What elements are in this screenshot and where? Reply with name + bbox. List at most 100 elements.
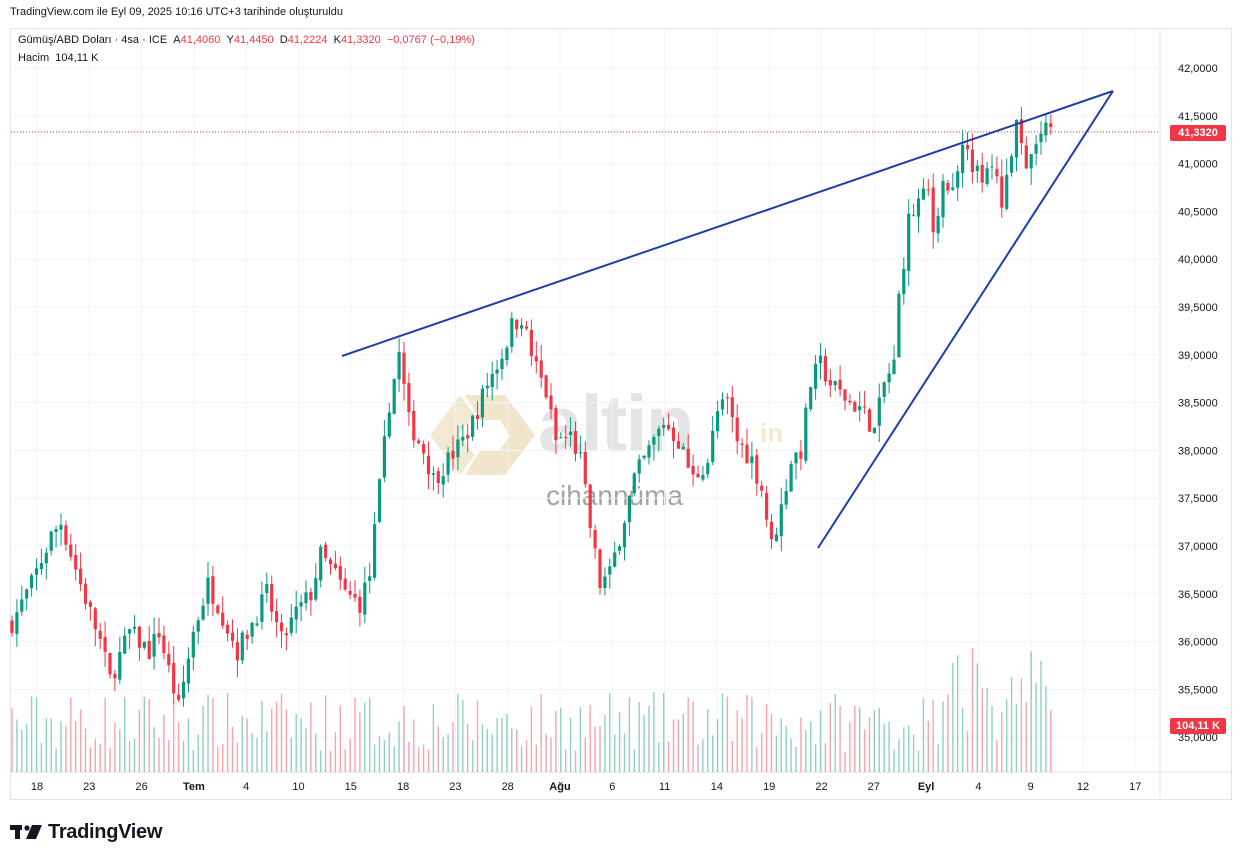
candle-body (113, 673, 117, 679)
volume-bar (442, 737, 444, 772)
candle-body (833, 380, 837, 386)
candle-body (186, 658, 190, 684)
candle-body (250, 622, 254, 637)
current-price-tag: 41,3320 (1170, 125, 1226, 141)
volume-bar (986, 687, 988, 772)
volume-bar (609, 693, 611, 772)
candle-body (343, 578, 347, 590)
volume-bar (192, 750, 194, 772)
volume-bar (187, 718, 190, 772)
candle-body (79, 568, 83, 585)
close-label: K (333, 34, 341, 46)
candle-body (838, 379, 842, 390)
chart-frame (10, 28, 1232, 800)
candle-body (177, 694, 181, 700)
candle-body (559, 437, 563, 439)
lower-trendline[interactable] (817, 90, 1114, 549)
candle-body (647, 445, 651, 458)
volume-bar (623, 733, 626, 772)
candle-body (632, 473, 636, 494)
time-tick-label: 27 (868, 781, 880, 793)
candle-body (667, 424, 671, 430)
upper-trendline[interactable] (341, 90, 1114, 357)
volume-bar (359, 712, 361, 772)
volume-bar (854, 705, 856, 772)
candle-body (814, 364, 818, 389)
volume-bar (702, 738, 704, 772)
volume-bar (903, 727, 905, 772)
volume-value: 104,11 K (55, 52, 99, 64)
candle-body (397, 352, 401, 380)
price-tick-label: 40,0000 (1178, 254, 1218, 266)
candle-body (348, 590, 352, 595)
volume-bar (271, 708, 273, 772)
candle-body (294, 606, 298, 620)
time-tick-label: Eyl (918, 781, 935, 793)
volume-bar (957, 655, 959, 772)
volume-bar (285, 709, 288, 772)
candle-body (461, 436, 465, 441)
volume-bar (60, 721, 62, 772)
volume-bar (212, 698, 214, 772)
volume-bar (21, 729, 23, 772)
volume-bar (388, 732, 390, 772)
candle-body (402, 352, 406, 385)
candle-body (583, 451, 587, 485)
volume-bar (584, 737, 586, 772)
low-label: D (279, 34, 288, 46)
price-tick-label: 42,0000 (1178, 63, 1218, 75)
volume-bar (1010, 677, 1013, 772)
volume-bar (373, 744, 376, 772)
volume-label: Hacim (18, 52, 50, 64)
candle-body (377, 479, 382, 522)
candle-body (147, 640, 151, 659)
candle-body (333, 563, 337, 569)
volume-bar (50, 718, 52, 772)
candle-body (608, 566, 612, 575)
volume-bar (898, 739, 900, 772)
volume-bar (35, 697, 38, 772)
volume-bar (89, 747, 92, 772)
volume-bar (55, 748, 57, 772)
open-value: 41,4060 (180, 34, 221, 46)
candle-body (20, 599, 24, 612)
candle-body (392, 379, 396, 414)
volume-bar (731, 741, 733, 772)
candle-body (69, 544, 73, 557)
candle-body (701, 474, 705, 480)
volume-bar (124, 697, 126, 772)
price-tick-label: 35,0000 (1178, 732, 1218, 744)
volume-bar (765, 703, 768, 772)
candle-body (642, 455, 646, 458)
candle-body (760, 485, 764, 491)
volume-bar (839, 705, 841, 772)
volume-bar (819, 710, 822, 772)
candle-body (720, 399, 725, 410)
volume-bar (364, 702, 366, 772)
volume-bar (912, 734, 915, 772)
candle-body (412, 410, 416, 441)
candle-body (201, 605, 205, 620)
candle-body (735, 417, 739, 442)
volume-bar (692, 701, 694, 772)
volume-bar (403, 705, 405, 772)
volume-bar (643, 714, 645, 772)
volume-bar (1001, 712, 1003, 772)
candle-body (172, 663, 176, 694)
volume-bar (667, 741, 670, 772)
price-tick-label: 36,5000 (1178, 589, 1218, 601)
candle-body (931, 187, 935, 233)
volume-bar (814, 744, 817, 772)
candle-body (573, 431, 578, 454)
candle-body (892, 359, 896, 375)
candle-body (422, 443, 426, 454)
volume-bar (369, 697, 371, 772)
candle-body (593, 529, 597, 549)
candle-body (137, 626, 141, 648)
candle-body (485, 385, 489, 389)
volume-bar (207, 694, 209, 772)
candle-body (98, 630, 102, 639)
candle-body (681, 446, 685, 449)
candle-body (319, 546, 323, 581)
